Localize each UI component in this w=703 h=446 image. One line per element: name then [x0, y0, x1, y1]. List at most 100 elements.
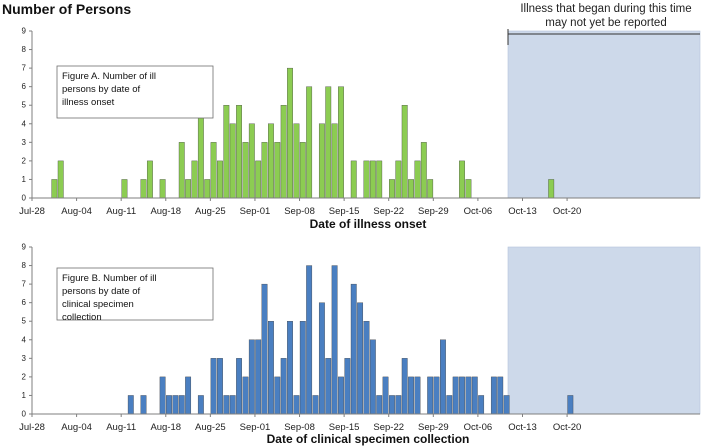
panel-b-bar: [325, 358, 332, 415]
panel-b-bar: [567, 395, 574, 415]
panel-b-bar: [357, 302, 364, 415]
panel-a-bar: [159, 179, 166, 199]
panel-b-y-tick-label: 3: [22, 354, 27, 363]
panel-a-bar: [255, 160, 262, 199]
panel-a-bar: [268, 123, 274, 199]
panel-b-bar: [217, 358, 223, 415]
panel-b-bar: [471, 376, 478, 415]
panel-b-x-axis-title: Date of clinical specimen collection: [267, 432, 470, 446]
panel-a-bar: [204, 179, 211, 199]
panel-a-bar: [121, 179, 128, 199]
panel-a-x-tick-label: Oct-13: [508, 206, 537, 217]
panel-b-bar: [197, 395, 204, 415]
panel-b-bar: [490, 376, 497, 415]
panel-b-bar: [446, 395, 453, 415]
panel-b-bar: [344, 358, 351, 415]
panel-a-bar: [217, 160, 223, 199]
panel-a-y-tick-label: 1: [22, 175, 27, 184]
panel-a-bar: [242, 142, 249, 199]
panel-b-bar: [376, 395, 383, 415]
panel-a-bar: [210, 142, 217, 199]
panel-b-x-tick-label: Aug-11: [106, 422, 136, 433]
panel-a-bar: [287, 67, 293, 199]
panel-a-bar: [350, 160, 357, 199]
panel-a-bar: [140, 179, 147, 199]
panel-b-x-tick-label: Aug-25: [195, 422, 226, 433]
panel-b-label-box: [56, 267, 214, 321]
panel-b-x-tick-label: Oct-06: [464, 422, 493, 433]
panel-a-x-tick-label: Sep-29: [418, 206, 449, 217]
panel-a-x-tick-label: Jul-28: [19, 206, 45, 217]
panel-b-shade-region: [507, 246, 701, 415]
panel-b-bar: [389, 395, 395, 415]
panel-a-y-tick-label: 7: [22, 64, 27, 73]
panel-a-bar: [338, 86, 344, 199]
panel-b-chart-title: Figure B. Number of ill: [62, 273, 157, 284]
panel-b-bar: [236, 358, 242, 415]
panel-b-bar: [331, 265, 338, 415]
panel-a-chart-title: persons by date of: [62, 84, 141, 95]
panel-a-bar: [146, 160, 153, 199]
panel-b-y-tick-label: 8: [22, 261, 27, 270]
panel-b-bar: [497, 376, 504, 415]
panel-a-chart-title: Figure A. Number of ill: [62, 71, 156, 82]
panel-b-bar: [293, 395, 300, 415]
panel-a-bar: [191, 160, 198, 199]
panel-a-bar: [57, 160, 64, 199]
panel-b-bar: [268, 321, 274, 415]
panel-a-bar: [369, 160, 376, 199]
panel-b-bar: [433, 376, 440, 415]
panel-b-bar: [427, 376, 434, 415]
panel-b-bar: [465, 376, 472, 415]
panel-b-x-tick-label: Sep-22: [373, 422, 404, 433]
panel-b-y-tick-label: 0: [22, 410, 27, 419]
panel-b-bar: [401, 358, 408, 415]
panel-b-x-tick-label: Oct-20: [553, 422, 582, 433]
panel-b-x-tick-label: Jul-28: [19, 422, 45, 433]
panel-b-bar: [159, 376, 166, 415]
panel-b-bar: [440, 339, 446, 415]
page-title: Number of Persons: [2, 1, 132, 17]
panel-b-bar: [338, 376, 344, 415]
panel-a-y-tick-label: 4: [22, 119, 27, 128]
panel-a-x-tick-label: Sep-22: [373, 206, 404, 217]
panel-b-bar: [127, 395, 134, 415]
panel-b-bar: [478, 395, 485, 415]
panel-a-y-tick-label: 9: [22, 27, 27, 36]
panel-a-bar: [395, 160, 402, 199]
panel-b-chart-title: collection: [62, 312, 102, 323]
panel-b-bar: [287, 321, 293, 415]
panel-b-bar: [166, 395, 172, 415]
panel-b-bar: [223, 395, 230, 415]
panel-a-bar: [363, 160, 370, 199]
shade-note: Illness that began during this time may …: [520, 3, 692, 29]
panel-a-x-tick-label: Aug-04: [61, 206, 92, 217]
panel-a-bar: [325, 86, 332, 199]
panel-a-x-tick-label: Sep-15: [329, 206, 360, 217]
panel-b-y-tick-label: 4: [22, 335, 27, 344]
panel-b-bar: [306, 265, 313, 415]
panel-b-bar: [369, 339, 376, 415]
panel-a-bar: [51, 179, 58, 199]
panel-b-bar: [261, 283, 268, 415]
panel-a-x-tick-label: Aug-18: [150, 206, 181, 217]
panel-b-bar: [395, 395, 402, 415]
panel-a-y-tick-label: 0: [22, 194, 27, 203]
panel-a-x-tick-label: Aug-11: [106, 206, 136, 217]
panel-b-x-tick-label: Sep-01: [240, 422, 271, 433]
panel-b-bar: [140, 395, 147, 415]
panel-a-bar: [306, 86, 313, 199]
panel-b-y-tick-label: 7: [22, 280, 27, 289]
panel-b-bar: [363, 321, 370, 415]
panel-b-y-tick-label: 6: [22, 298, 27, 307]
panel-a-bar: [223, 105, 230, 199]
panel-b-bar: [178, 395, 185, 415]
panel-b-bar: [312, 395, 319, 415]
panel-b-bar: [459, 376, 465, 415]
panel-b-bar: [299, 321, 306, 415]
panel-a-bar: [229, 123, 236, 199]
panel-b-bar: [248, 339, 255, 415]
panel-b-bar: [210, 358, 217, 415]
panel-a-shade-region: [507, 30, 701, 199]
